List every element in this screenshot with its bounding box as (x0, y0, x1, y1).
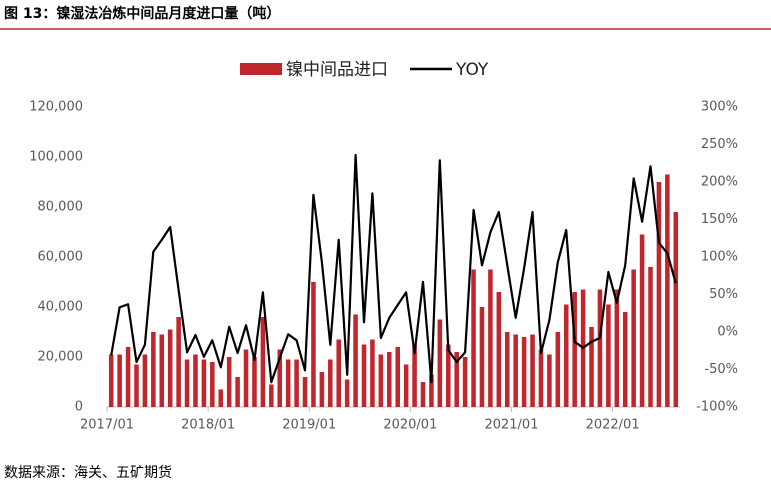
bar (353, 314, 358, 407)
bar (176, 317, 181, 407)
bar (462, 357, 468, 407)
bar (454, 352, 459, 407)
bar (589, 327, 594, 407)
x-tick-label: 2021/01 (484, 418, 538, 433)
y-tick-label: 40,000 (38, 300, 84, 315)
bar (285, 359, 291, 407)
bar (403, 364, 409, 407)
bar (193, 354, 198, 407)
y-tick-label: 0 (75, 400, 83, 415)
y2-tick-label: 150% (701, 212, 738, 227)
bar (614, 289, 620, 407)
y-tick-label: 80,000 (38, 200, 84, 215)
bar (479, 307, 485, 407)
bar (226, 357, 232, 407)
bar (673, 212, 679, 407)
bar (563, 304, 569, 407)
y2-tick-label: 200% (701, 175, 738, 190)
y2-tick-label: 250% (701, 137, 738, 152)
bar (302, 377, 308, 407)
bar (328, 359, 333, 407)
bar (151, 332, 156, 407)
bar (142, 354, 148, 407)
bar (504, 332, 510, 407)
y2-tick-label: 0% (717, 325, 738, 340)
bar (269, 384, 274, 407)
bar (344, 379, 350, 407)
bar (521, 337, 527, 407)
chart-title: 图 13：镍湿法冶炼中间品月度进口量（吨） (4, 5, 280, 22)
bar (496, 292, 502, 407)
bar (488, 269, 493, 407)
bar (513, 334, 518, 407)
bar (538, 349, 544, 407)
bar (108, 354, 114, 407)
bar (639, 234, 645, 407)
legend-label: 镍中间品进口 (286, 60, 388, 80)
legend-label: YOY (455, 60, 489, 80)
bar (210, 362, 215, 407)
x-tick-label: 2020/01 (383, 418, 437, 433)
bar (420, 382, 426, 407)
bar (378, 354, 384, 407)
y2-tick-label: 100% (701, 250, 738, 265)
bar (547, 354, 552, 407)
bar (167, 329, 173, 407)
bar (243, 349, 249, 407)
bar (530, 334, 535, 407)
y2-tick-label: -100% (696, 400, 738, 415)
bar (277, 349, 283, 407)
bar (218, 389, 224, 407)
x-tick-label: 2022/01 (586, 418, 640, 433)
bar (597, 289, 603, 407)
bar (134, 364, 139, 407)
y2-tick-label: 300% (701, 100, 738, 115)
bar (395, 347, 400, 407)
y-tick-label: 20,000 (38, 350, 84, 365)
bar (235, 377, 240, 407)
bar (622, 312, 628, 407)
bar (370, 339, 375, 407)
y2-tick-label: 50% (709, 287, 738, 302)
bar (361, 344, 367, 407)
bar (437, 319, 443, 407)
y-tick-label: 120,000 (29, 100, 83, 115)
bar (445, 344, 451, 407)
x-tick-label: 2019/01 (282, 418, 336, 433)
bar (252, 357, 257, 407)
bar (159, 334, 165, 407)
bar (260, 317, 266, 407)
bar (555, 332, 561, 407)
bar (184, 359, 190, 407)
bar (606, 304, 611, 407)
bar (125, 347, 131, 407)
bar (631, 269, 636, 407)
bar (429, 374, 434, 407)
legend-swatch (240, 63, 282, 75)
bar (336, 339, 342, 407)
bar (201, 359, 207, 407)
y2-tick-label: -50% (704, 362, 738, 377)
x-tick-label: 2017/01 (80, 418, 134, 433)
bar (294, 359, 299, 407)
yoy-line (110, 153, 677, 384)
y-tick-label: 60,000 (38, 250, 84, 265)
bar (387, 352, 392, 407)
bar (572, 292, 577, 407)
x-tick-label: 2018/01 (181, 418, 235, 433)
bar (311, 282, 316, 407)
bar (412, 344, 417, 407)
bar (319, 372, 325, 407)
bar (117, 354, 122, 407)
bar (648, 267, 653, 407)
bar (471, 269, 476, 407)
bar (665, 174, 670, 407)
bar (656, 182, 662, 407)
source-note: 数据来源：海关、五矿期货 (4, 464, 172, 481)
y-tick-label: 100,000 (29, 150, 83, 165)
